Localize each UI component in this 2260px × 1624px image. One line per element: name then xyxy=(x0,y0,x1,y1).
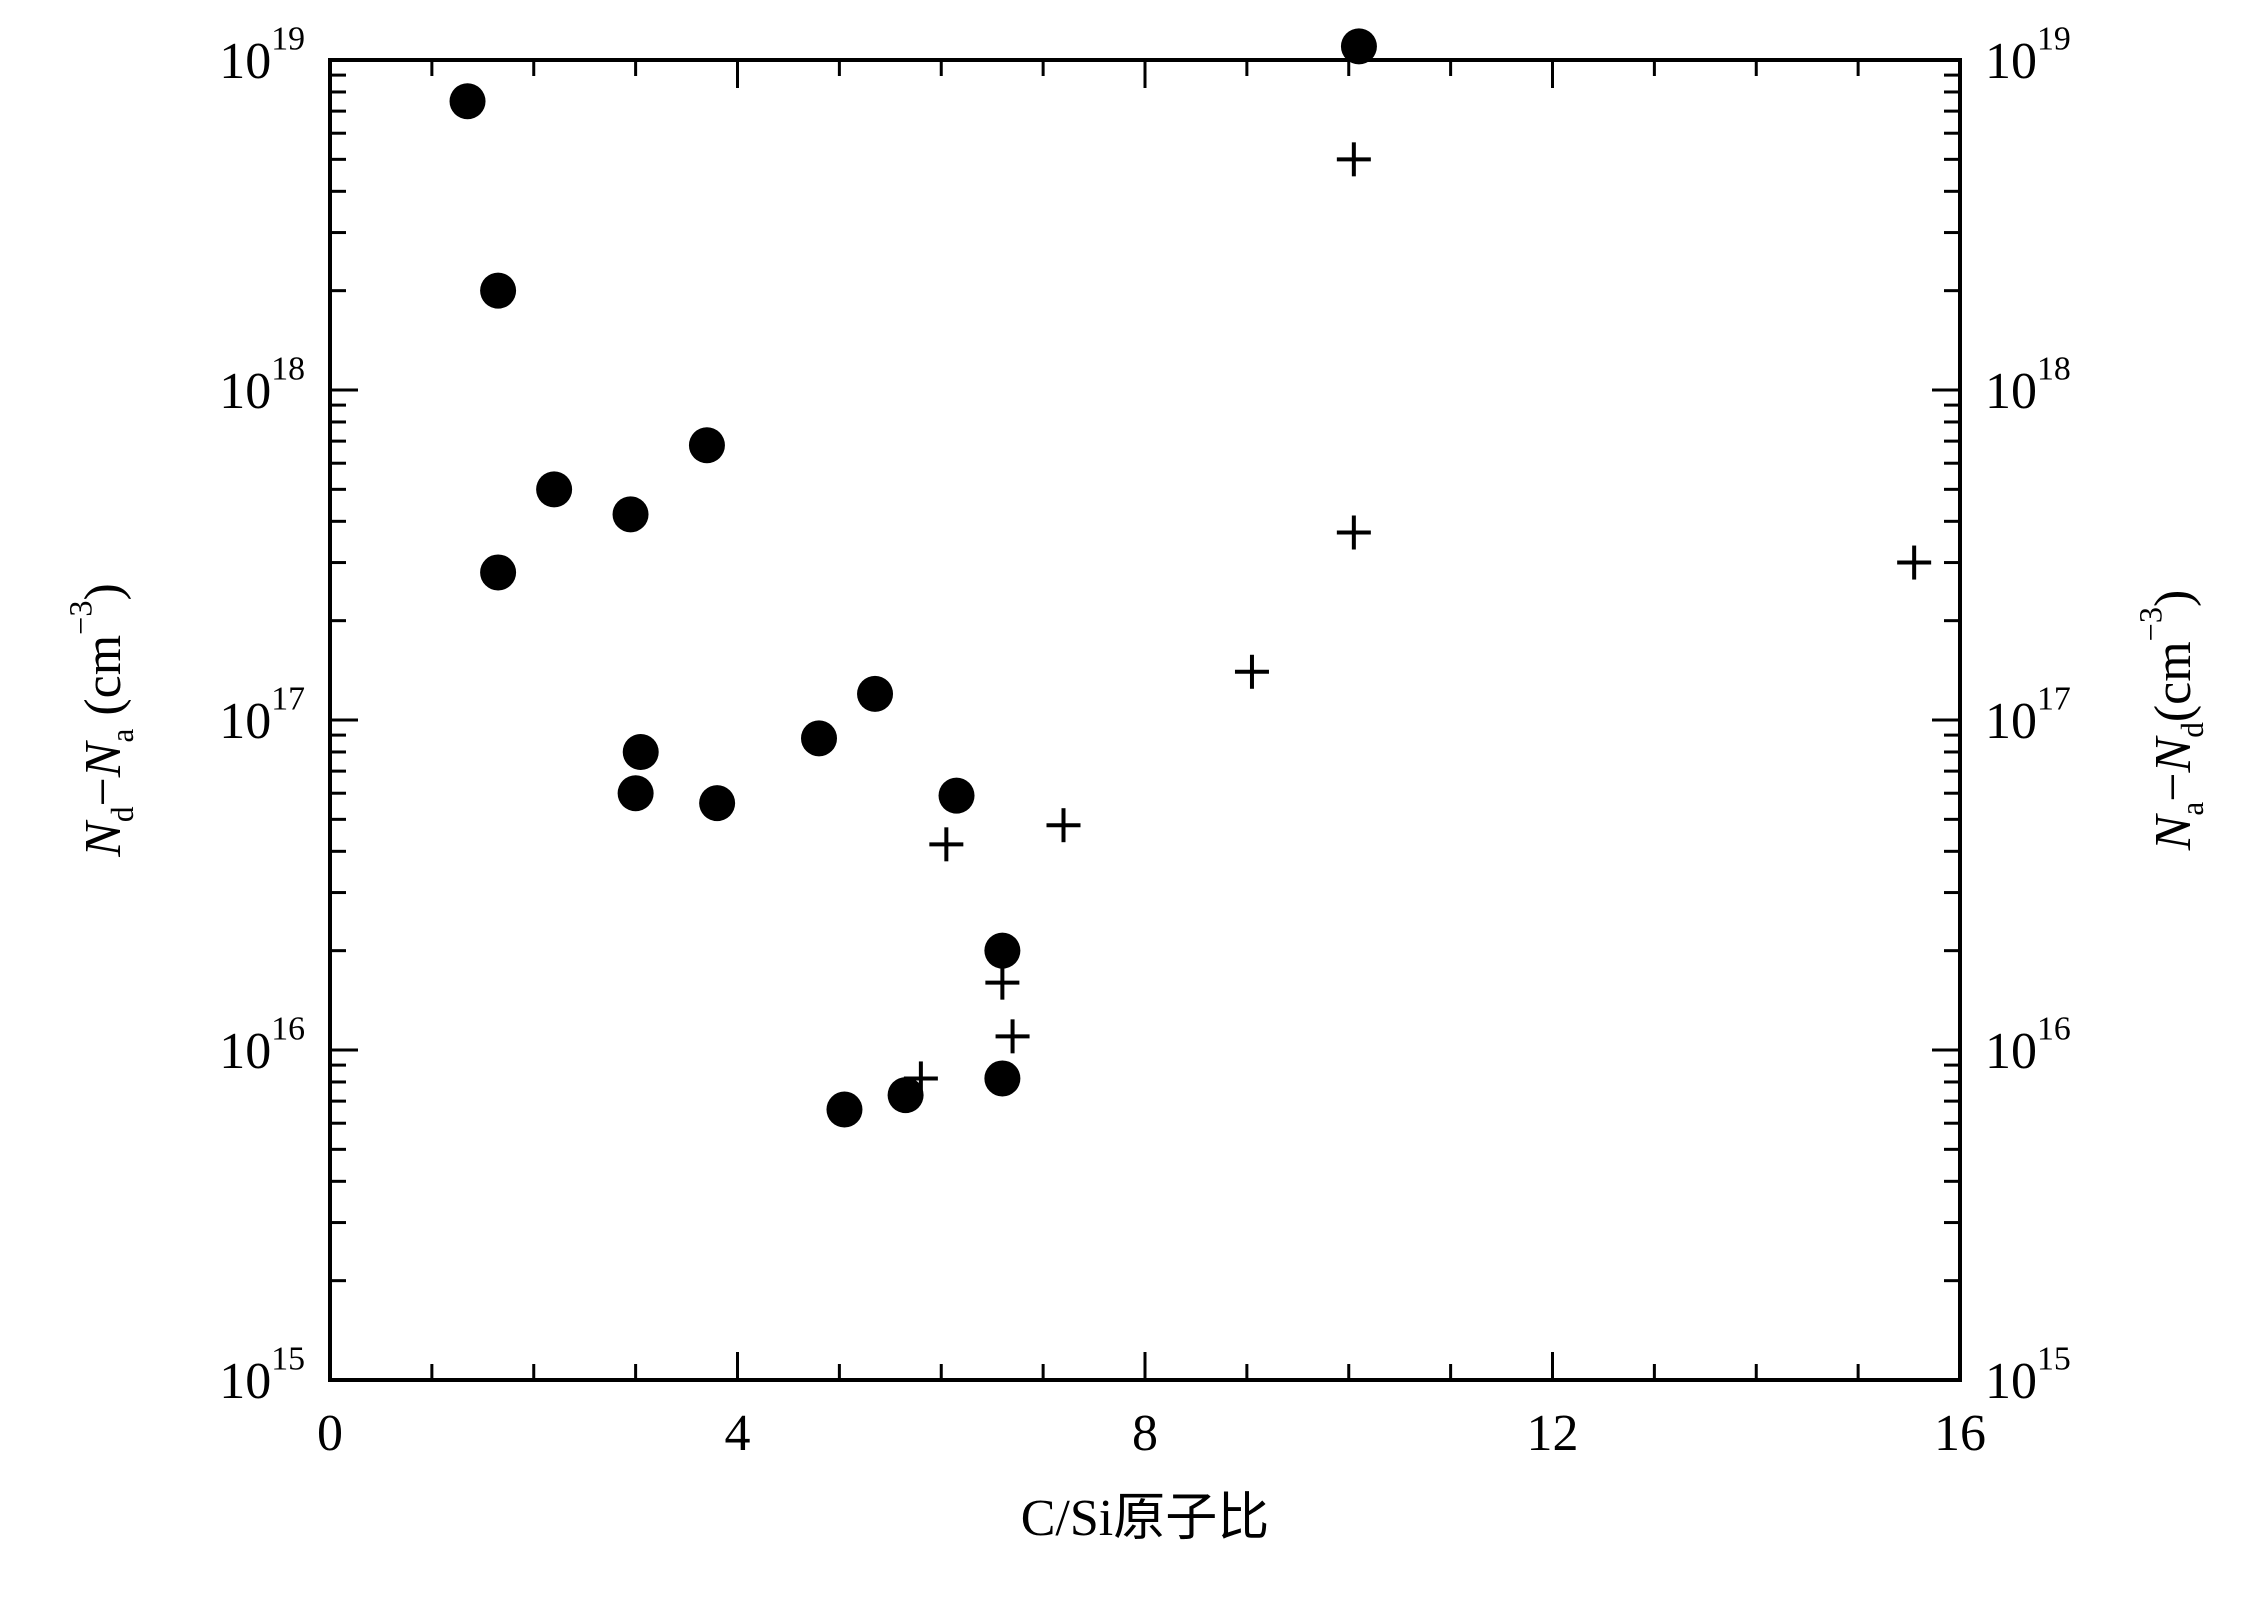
x-tick-label: 0 xyxy=(317,1405,343,1462)
x-tick-label: 4 xyxy=(725,1405,751,1462)
data-point-circle xyxy=(480,273,516,309)
data-point-circle xyxy=(699,785,735,821)
data-point-circle xyxy=(857,676,893,712)
data-point-circle xyxy=(984,933,1020,969)
x-axis-label: C/Si原子比 xyxy=(1021,1490,1270,1547)
data-point-circle xyxy=(536,471,572,507)
data-point-circle xyxy=(689,427,725,463)
scatter-chart: 0481216101510161017101810191015101610171… xyxy=(0,0,2260,1624)
chart-container: 0481216101510161017101810191015101610171… xyxy=(0,0,2260,1624)
x-tick-label: 16 xyxy=(1934,1405,1986,1462)
data-point-circle xyxy=(623,734,659,770)
x-tick-label: 8 xyxy=(1132,1405,1158,1462)
x-tick-label: 12 xyxy=(1527,1405,1579,1462)
data-point-circle xyxy=(888,1077,924,1113)
data-point-circle xyxy=(450,83,486,119)
data-point-circle xyxy=(939,778,975,814)
data-point-circle xyxy=(618,775,654,811)
data-point-circle xyxy=(984,1060,1020,1096)
data-point-circle xyxy=(480,554,516,590)
data-point-circle xyxy=(826,1092,862,1128)
data-point-circle xyxy=(801,720,837,756)
data-point-circle xyxy=(613,496,649,532)
data-point-circle xyxy=(1341,28,1377,64)
